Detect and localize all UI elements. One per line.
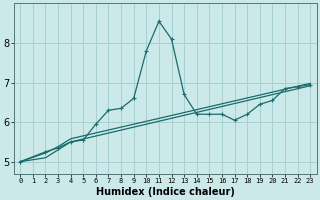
X-axis label: Humidex (Indice chaleur): Humidex (Indice chaleur) bbox=[96, 187, 235, 197]
